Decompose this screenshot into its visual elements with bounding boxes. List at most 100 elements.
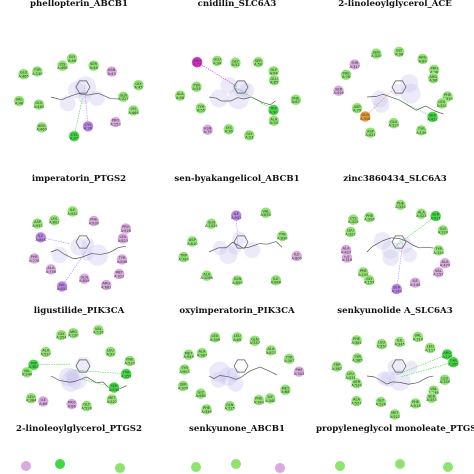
residue-node <box>115 463 125 473</box>
residue-label: SER <box>428 394 436 398</box>
residue-label: CYS <box>71 133 79 137</box>
panel-caption: ligustilide_PIK3CA <box>33 306 125 316</box>
residue-label: THR <box>350 61 359 65</box>
residue-label: LYS <box>51 217 58 221</box>
residue-label: ALA <box>267 347 275 351</box>
residue-label: PHE <box>342 71 350 75</box>
residue-position: A:859 <box>79 279 90 283</box>
residue-position: A:836 <box>117 260 128 264</box>
residue-label: ILE <box>294 253 300 257</box>
residue-label: TYR <box>118 256 126 260</box>
residue-label: ALA <box>441 260 449 264</box>
residue-position: A:320 <box>371 54 382 58</box>
residue-label: ARG <box>38 124 46 128</box>
residue-label: ALA <box>353 398 361 402</box>
residue-node <box>275 463 285 473</box>
residue-position: A:530 <box>351 384 362 388</box>
residue-position: A:36 <box>430 70 439 74</box>
interaction-diagram: ILEA:932PHEA:930PROA:928LEUA:823TYRA:836… <box>28 205 132 293</box>
residue-label: ASN <box>108 68 116 72</box>
residue-position: A:359 <box>440 380 451 384</box>
residue-label: SER <box>90 62 98 66</box>
interaction-panel-senkyunolide-a-slc6a3: PHE A:320 ALA A:423 SER A:421 GLY A:320 TYR A:124… <box>316 186 474 334</box>
residue-label: GLY <box>440 227 447 231</box>
residue-position: A:423 <box>341 250 351 254</box>
residue-position: A:522 <box>390 415 400 419</box>
residue-position: A:120 <box>68 334 79 338</box>
residue-label: LEU <box>28 395 35 399</box>
residue-position: A:72 <box>193 63 201 67</box>
residue-position: A:120 <box>442 355 453 359</box>
residue-position: A:45 <box>134 86 142 90</box>
residue-position: A:531 <box>345 376 355 380</box>
residue-label: PHE <box>296 368 304 372</box>
partial-panels-bottom <box>21 459 453 473</box>
residue-node <box>335 461 345 471</box>
residue-position: A:34 <box>213 61 222 65</box>
residue-position: A:50 <box>270 121 279 125</box>
residue-position: A:340 <box>265 399 276 403</box>
residue-position: A:53 <box>192 87 200 91</box>
panel-caption: oxyimperatorin_PIK3CA <box>179 306 295 316</box>
residue-position: A:354 <box>56 336 67 340</box>
residue-label: CYS <box>350 216 358 220</box>
residue-position: A:307 <box>284 359 294 363</box>
residue-position: A:52 <box>231 63 239 67</box>
residue-label: SER <box>353 380 361 384</box>
residue-position: A:30 <box>269 110 278 114</box>
residue-position: A:352 <box>376 344 386 348</box>
residue-label: VAL <box>59 283 66 287</box>
residue-label: CYS <box>85 123 93 127</box>
residue-position: A:422 <box>427 117 437 121</box>
residue-node <box>395 459 405 469</box>
residue-label: GLY <box>366 277 373 281</box>
residue-label: GLN <box>120 93 128 97</box>
residue-position: A:928 <box>121 229 132 233</box>
residue-position: A:336 <box>201 410 212 414</box>
residue-label: GLY <box>232 59 239 63</box>
residue-label: PHE <box>292 96 300 100</box>
panel-caption: senkyunolide A_SLC6A3 <box>337 306 453 316</box>
residue-label: PHE <box>444 93 452 97</box>
residue-label: VAL <box>95 327 102 331</box>
residue-position: A:384 <box>26 399 37 403</box>
residue-label: TYR <box>196 105 204 109</box>
residue-position: A:850 <box>261 213 272 217</box>
residue-label: LEU <box>119 235 126 239</box>
residue-position: A:320 <box>388 124 399 128</box>
interaction-diagram: GLYA:98ARGA:89PROA:36ARGA:96PHEA:319LEUA… <box>333 46 453 139</box>
residue-label: ARG <box>419 56 427 60</box>
residue-position: A:725 <box>225 407 235 411</box>
residue-label: VAL <box>415 334 422 338</box>
residue-position: A:349 <box>22 373 33 377</box>
residue-position: A:468 <box>57 66 68 70</box>
residue-label: MET <box>391 411 399 415</box>
residue-position: A:479 <box>440 264 451 268</box>
residue-label: SER <box>373 50 381 54</box>
residue-position: A:76 <box>342 75 351 79</box>
